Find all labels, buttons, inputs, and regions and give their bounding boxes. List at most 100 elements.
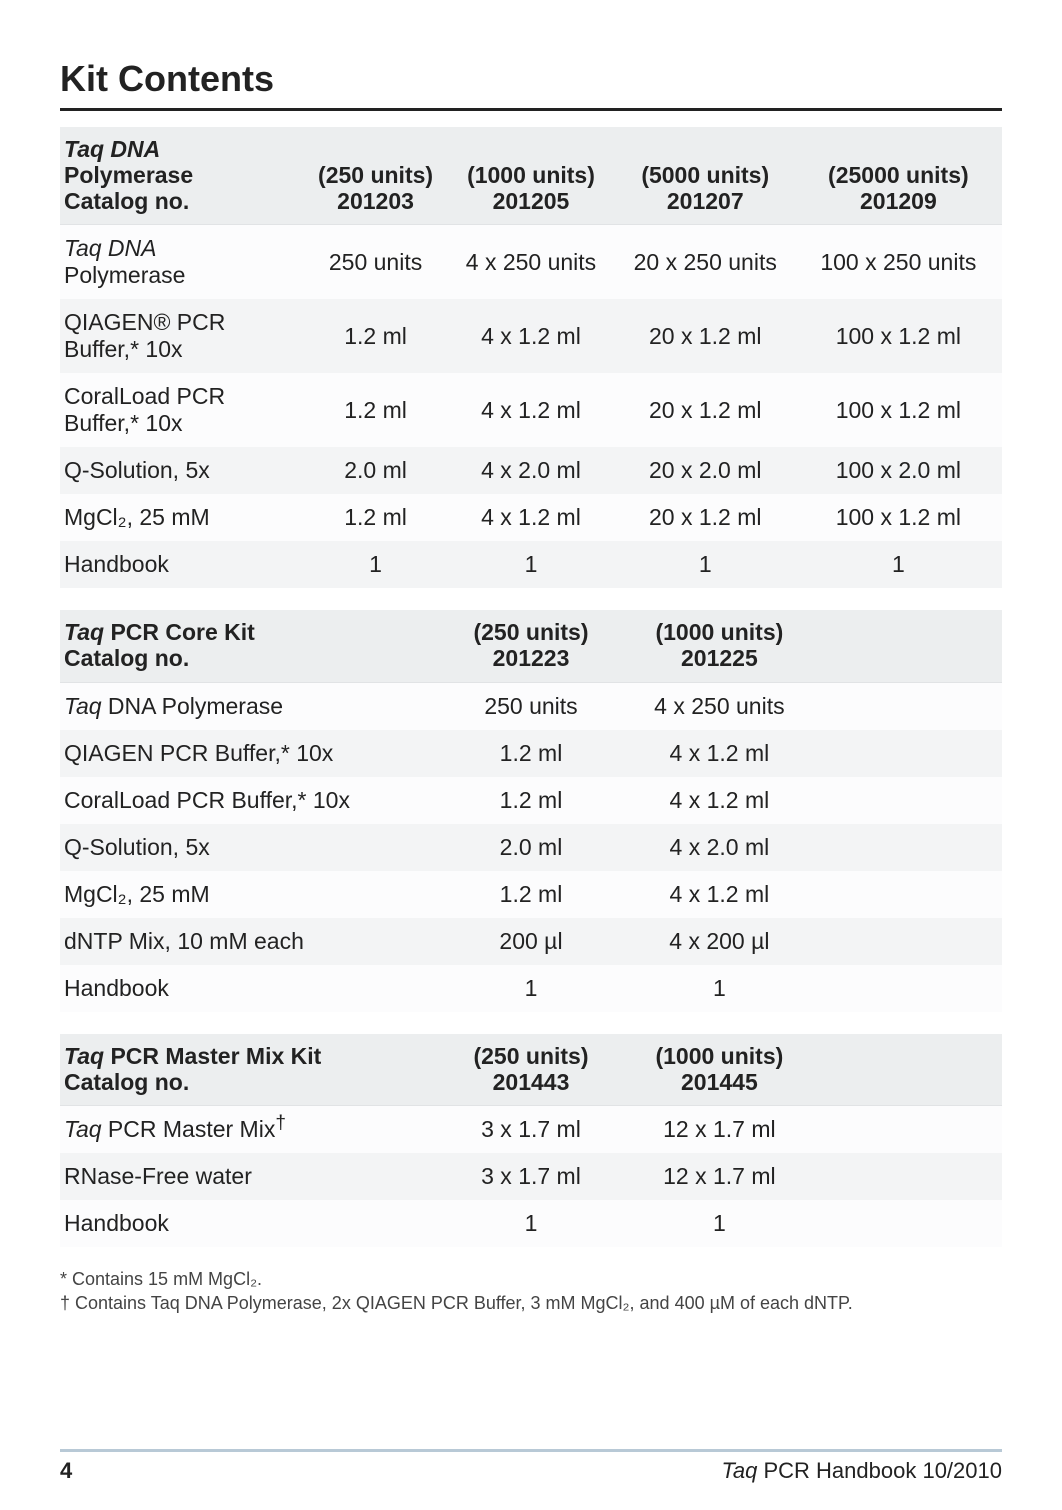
book-title-rest: PCR Handbook 10/2010	[757, 1458, 1002, 1483]
cell: Taq DNA	[64, 235, 156, 261]
cell: 250 units	[437, 682, 625, 730]
th-product: Taq PCR Core Kit Catalog no.	[60, 610, 437, 682]
cell: MgCl₂, 25 mM	[60, 494, 305, 541]
th-product-l2: Polymerase	[64, 162, 193, 188]
footnotes: * Contains 15 mM MgCl₂. † Contains Taq D…	[60, 1269, 1002, 1314]
cell: QIAGEN® PCR	[64, 309, 225, 335]
cell: Handbook	[60, 541, 305, 588]
cell: 4 x 250 units	[625, 682, 813, 730]
cell: 100 x 1.2 ml	[795, 494, 1002, 541]
cell: 100 x 1.2 ml	[795, 299, 1002, 373]
cell: 20 x 1.2 ml	[616, 373, 795, 447]
cell: 100 x 250 units	[795, 225, 1002, 300]
table-row: Q-Solution, 5x 2.0 ml 4 x 2.0 ml 20 x 2.…	[60, 447, 1002, 494]
cell	[814, 777, 1002, 824]
footnote-1: * Contains 15 mM MgCl₂.	[60, 1269, 1002, 1290]
taq-label: Taq	[64, 1116, 102, 1142]
table-row: Handbook 1 1 1 1	[60, 541, 1002, 588]
cell-rest: DNA Polymerase	[108, 693, 283, 719]
th-250-l1: (250 units)	[473, 1043, 588, 1069]
cell: 1	[625, 1200, 813, 1247]
table-row: Handbook 1 1	[60, 1200, 1002, 1247]
th-1000-l2: 201225	[681, 645, 758, 671]
th-1000: (1000 units) 201205	[446, 127, 616, 225]
th-250-l2: 201443	[493, 1069, 570, 1095]
th-product-l3: Catalog no.	[64, 188, 189, 214]
cell: 250 units	[305, 225, 446, 300]
cell: 100 x 2.0 ml	[795, 447, 1002, 494]
table-row: dNTP Mix, 10 mM each 200 µl 4 x 200 µl	[60, 918, 1002, 965]
cell	[814, 1106, 1002, 1154]
th-1000-l2: 201445	[681, 1069, 758, 1095]
cell: 4 x 1.2 ml	[446, 299, 616, 373]
cell: dNTP Mix, 10 mM each	[60, 918, 437, 965]
cell: 2.0 ml	[437, 824, 625, 871]
cell: 1.2 ml	[437, 871, 625, 918]
cell: 1.2 ml	[305, 299, 446, 373]
table3-body: Taq PCR Master Mix† 3 x 1.7 ml 12 x 1.7 …	[60, 1106, 1002, 1248]
kit-table-core: Taq PCR Core Kit Catalog no. (250 units)…	[60, 610, 1002, 1012]
cell: 200 µl	[437, 918, 625, 965]
th-25000-l2: 201209	[860, 188, 937, 214]
taq-label: Taq	[64, 619, 104, 645]
cell: 1	[795, 541, 1002, 588]
cell: 3 x 1.7 ml	[437, 1153, 625, 1200]
th-250-l2: 201203	[337, 188, 414, 214]
cell: Q-Solution, 5x	[60, 824, 437, 871]
cell: Buffer,* 10x	[64, 410, 183, 436]
th-5000-l2: 201207	[667, 188, 744, 214]
cell: 1.2 ml	[437, 777, 625, 824]
th-product-l2: Catalog no.	[64, 1069, 189, 1095]
th-product: Taq PCR Master Mix Kit Catalog no.	[60, 1034, 437, 1106]
book-title: Taq PCR Handbook 10/2010	[721, 1458, 1002, 1484]
cell	[814, 824, 1002, 871]
cell: 12 x 1.7 ml	[625, 1153, 813, 1200]
table2-body: Taq DNA Polymerase 250 units 4 x 250 uni…	[60, 682, 1002, 1012]
table-row: QIAGEN PCR Buffer,* 10x 1.2 ml 4 x 1.2 m…	[60, 730, 1002, 777]
th-product-l2: Catalog no.	[64, 645, 189, 671]
cell: 1	[446, 541, 616, 588]
cell: 1	[625, 965, 813, 1012]
th-empty	[814, 1034, 1002, 1106]
th-5000: (5000 units) 201207	[616, 127, 795, 225]
cell	[814, 682, 1002, 730]
cell	[814, 871, 1002, 918]
cell: CoralLoad PCR Buffer,* 10x	[60, 777, 437, 824]
table-row: MgCl₂, 25 mM 1.2 ml 4 x 1.2 ml 20 x 1.2 …	[60, 494, 1002, 541]
table1-body: Taq DNAPolymerase 250 units 4 x 250 unit…	[60, 225, 1002, 589]
cell: 1.2 ml	[305, 373, 446, 447]
kit-table-polymerase: Taq DNA Polymerase Catalog no. (250 unit…	[60, 127, 1002, 588]
taq-label: Taq	[64, 693, 102, 719]
cell: 4 x 250 units	[446, 225, 616, 300]
cell-rest: PCR Master Mix†	[108, 1116, 286, 1142]
page-number: 4	[60, 1458, 72, 1484]
cell: 20 x 2.0 ml	[616, 447, 795, 494]
book-title-italic: Taq	[721, 1458, 757, 1483]
th-250: (250 units) 201223	[437, 610, 625, 682]
cell: 1.2 ml	[305, 494, 446, 541]
page-footer: 4 Taq PCR Handbook 10/2010	[60, 1449, 1002, 1484]
table-row: Taq DNA Polymerase 250 units 4 x 250 uni…	[60, 682, 1002, 730]
cell: 3 x 1.7 ml	[437, 1106, 625, 1154]
footnote-2-text: † Contains Taq DNA Polymerase, 2x QIAGEN…	[60, 1293, 853, 1313]
cell: 100 x 1.2 ml	[795, 373, 1002, 447]
cell	[814, 965, 1002, 1012]
cell: 4 x 2.0 ml	[625, 824, 813, 871]
cell	[814, 918, 1002, 965]
table-row: Taq DNAPolymerase 250 units 4 x 250 unit…	[60, 225, 1002, 300]
th-empty	[814, 610, 1002, 682]
table-row: MgCl₂, 25 mM 1.2 ml 4 x 1.2 ml	[60, 871, 1002, 918]
cell: 2.0 ml	[305, 447, 446, 494]
th-250: (250 units) 201443	[437, 1034, 625, 1106]
taq-label: Taq	[64, 1043, 104, 1069]
th-250-l2: 201223	[493, 645, 570, 671]
th-250-l1: (250 units)	[318, 162, 433, 188]
th-1000-l1: (1000 units)	[655, 619, 783, 645]
cell: 20 x 250 units	[616, 225, 795, 300]
th-product: Taq DNA Polymerase Catalog no.	[60, 127, 305, 225]
cell: 12 x 1.7 ml	[625, 1106, 813, 1154]
th-5000-l1: (5000 units)	[641, 162, 769, 188]
th-250-l1: (250 units)	[473, 619, 588, 645]
table-row: RNase-Free water 3 x 1.7 ml 12 x 1.7 ml	[60, 1153, 1002, 1200]
th-1000-l1: (1000 units)	[467, 162, 595, 188]
